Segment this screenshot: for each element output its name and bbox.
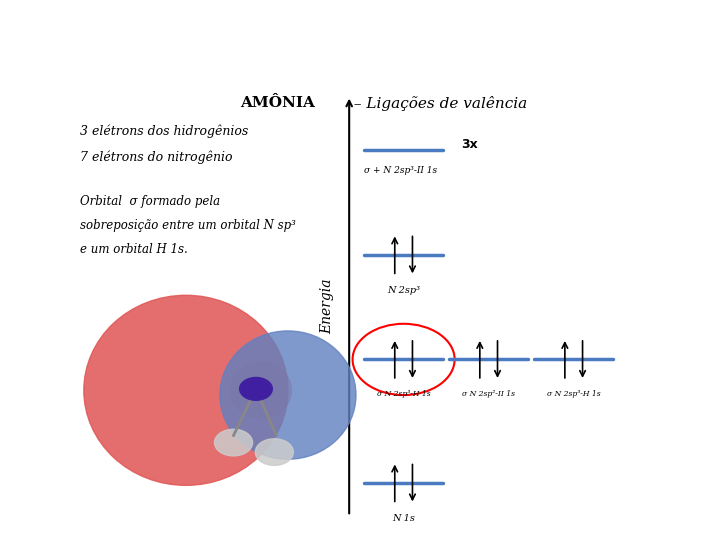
Text: N 2sp³: N 2sp³ xyxy=(387,286,420,295)
Text: 3 elétrons dos hidrogênios: 3 elétrons dos hidrogênios xyxy=(81,124,248,138)
Text: N 1s: N 1s xyxy=(392,514,415,523)
Ellipse shape xyxy=(230,362,292,419)
Ellipse shape xyxy=(220,331,356,459)
Text: σ N 2sp³-H 1s: σ N 2sp³-H 1s xyxy=(377,390,431,399)
Text: e um orbital H 1s.: e um orbital H 1s. xyxy=(81,243,188,256)
Text: QFI0341 — Estrutura e Propriedades de Compostos Orgânicos: QFI0341 — Estrutura e Propriedades de Co… xyxy=(17,161,23,379)
Text: σ N 2sp²-II 1s: σ N 2sp²-II 1s xyxy=(462,390,516,399)
Text: sobreposição entre um orbital N sp³: sobreposição entre um orbital N sp³ xyxy=(81,219,297,232)
Text: – Ligações de valência: – Ligações de valência xyxy=(349,96,528,111)
Text: 14: 14 xyxy=(13,508,27,518)
Text: AMÔNIA: AMÔNIA xyxy=(240,96,315,110)
Circle shape xyxy=(240,377,272,400)
Circle shape xyxy=(256,439,293,465)
Text: Comparação: Comparação xyxy=(300,21,459,44)
Ellipse shape xyxy=(84,295,288,485)
Text: σ N 2sp³-H 1s: σ N 2sp³-H 1s xyxy=(547,390,600,399)
Circle shape xyxy=(215,429,253,456)
Text: Orbital  σ formado pela: Orbital σ formado pela xyxy=(81,195,220,208)
Text: 3x: 3x xyxy=(462,138,478,151)
Text: σ + N 2sp³-II 1s: σ + N 2sp³-II 1s xyxy=(364,166,437,174)
Text: 7 elétrons do nitrogênio: 7 elétrons do nitrogênio xyxy=(81,150,233,164)
Text: Energia: Energia xyxy=(320,278,334,334)
